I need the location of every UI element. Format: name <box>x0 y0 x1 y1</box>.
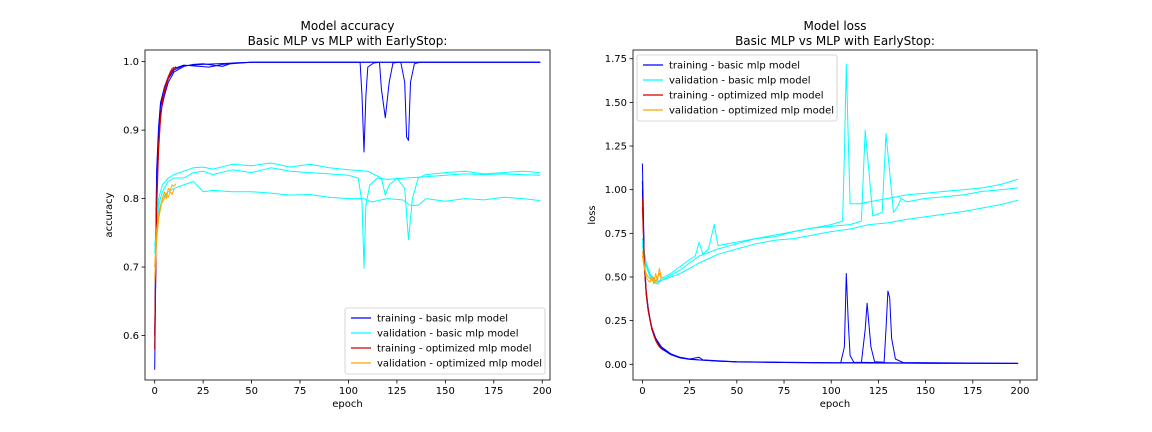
x-tick-label: 25 <box>683 386 696 397</box>
x-tick-label: 75 <box>778 386 791 397</box>
x-tick-label: 150 <box>916 386 935 397</box>
x-axis-label: epoch <box>332 399 362 410</box>
x-tick-label: 100 <box>339 386 358 397</box>
legend-box <box>636 54 838 122</box>
x-tick-label: 0 <box>152 386 158 397</box>
x-tick-label: 75 <box>294 386 307 397</box>
legend-label: training - basic mlp model <box>669 61 800 72</box>
x-tick-label: 150 <box>436 386 455 397</box>
series-line-validation-basic <box>641 129 1019 285</box>
x-tick-label: 0 <box>639 386 645 397</box>
y-axis-label: loss <box>587 205 598 224</box>
y-tick-label: 1.00 <box>605 185 627 196</box>
y-tick-label: 1.25 <box>605 142 627 153</box>
legend-box <box>344 307 546 375</box>
series-line-training-optimized <box>154 66 175 336</box>
series-line-validation-basic <box>154 181 541 268</box>
series-group <box>641 63 1019 364</box>
legend-label: training - optimized mlp model <box>669 91 824 102</box>
x-tick-label: 50 <box>245 386 258 397</box>
series-line-training-optimized <box>641 207 662 349</box>
x-tick-label: 100 <box>822 386 841 397</box>
y-tick-label: 0.25 <box>605 316 627 327</box>
x-tick-label: 175 <box>963 386 982 397</box>
y-tick-label: 1.50 <box>605 98 627 109</box>
x-tick-label: 25 <box>197 386 210 397</box>
legend-label: validation - optimized mlp model <box>669 106 834 117</box>
x-tick-label: 175 <box>484 386 503 397</box>
series-line-validation-basic <box>641 63 1019 283</box>
legend-label: validation - basic mlp model <box>377 329 519 340</box>
legend: training - basic mlp model validation - b… <box>636 54 838 122</box>
chart-title: Model loss <box>803 19 866 33</box>
legend-label: training - basic mlp model <box>377 314 508 325</box>
y-tick-label: 0.00 <box>605 360 627 371</box>
series-line-validation-basic <box>154 167 541 269</box>
series-line-validation-optimized <box>641 255 662 285</box>
x-tick-label: 200 <box>1010 386 1029 397</box>
y-tick-label: 0.50 <box>605 272 627 283</box>
x-tick-label: 125 <box>869 386 888 397</box>
series-line-training-basic <box>154 61 541 336</box>
x-tick-label: 200 <box>533 386 552 397</box>
legend-label: validation - optimized mlp model <box>377 359 542 370</box>
chart-subtitle: Basic MLP vs MLP with EarlyStop: <box>248 34 448 48</box>
series-group <box>154 61 541 370</box>
legend: training - basic mlp model validation - b… <box>344 307 546 375</box>
y-tick-label: 0.6 <box>123 331 139 342</box>
y-tick-label: 0.9 <box>123 126 139 137</box>
y-tick-label: 1.0 <box>123 57 139 68</box>
x-tick-label: 125 <box>387 386 406 397</box>
series-line-validation-optimized <box>154 188 175 268</box>
chart-title: Model accuracy <box>301 19 395 33</box>
x-axis-label: epoch <box>820 399 850 410</box>
y-tick-label: 0.8 <box>123 194 139 205</box>
chart-subtitle: Basic MLP vs MLP with EarlyStop: <box>735 34 935 48</box>
legend-label: training - optimized mlp model <box>377 344 532 355</box>
y-axis-label: accuracy <box>104 192 115 237</box>
y-tick-label: 1.75 <box>605 54 627 65</box>
x-tick-label: 50 <box>730 386 743 397</box>
y-tick-label: 0.7 <box>123 263 139 274</box>
series-line-validation-basic <box>154 162 541 247</box>
y-tick-label: 0.75 <box>605 229 627 240</box>
legend-label: validation - basic mlp model <box>669 76 811 87</box>
